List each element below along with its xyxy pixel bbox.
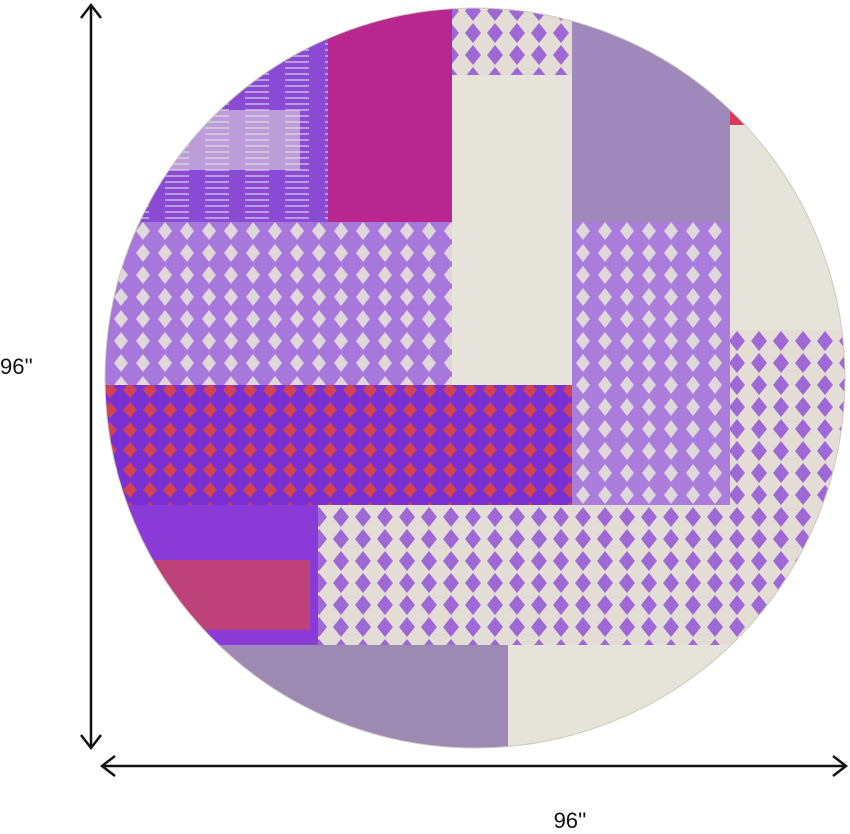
- rug-patch: [318, 505, 845, 645]
- rug-patch: [452, 75, 572, 385]
- height-label: 96'': [0, 354, 33, 379]
- rug-patch: [328, 8, 452, 222]
- rug-patch: [730, 330, 845, 505]
- rug-patch: [105, 222, 452, 385]
- height-arrow: [80, 2, 102, 751]
- rug-patch: [150, 110, 300, 170]
- arrow-head: [80, 734, 102, 751]
- rug: [105, 8, 845, 748]
- arrow-head: [832, 755, 849, 777]
- rug-patch: [730, 125, 845, 330]
- rug-patch: [508, 645, 845, 748]
- rug-patch: [730, 8, 845, 125]
- rug-patch: [105, 385, 572, 505]
- rug-edge: [104, 7, 846, 749]
- width-label: 96'': [554, 808, 587, 833]
- rug-patch: [110, 560, 310, 630]
- rug-patch: [572, 8, 730, 222]
- rug-patch: [572, 222, 730, 505]
- rug-patch: [452, 8, 572, 75]
- arrow-head: [80, 2, 102, 19]
- width-arrow: [99, 755, 849, 777]
- rug-patch: [105, 645, 508, 748]
- arrow-head: [99, 755, 116, 777]
